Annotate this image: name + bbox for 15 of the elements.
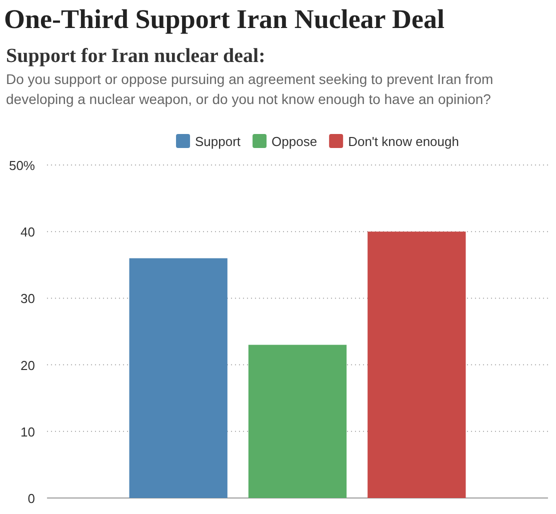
bar [129,258,228,498]
chart-subtitle: Support for Iran nuclear deal: [6,45,266,67]
text: Do you support or oppose pursuing an agreement seeking to prevent Iran from developing a nuclear weapon, or do you not know enough to have an opinion? [6,71,494,107]
y-tick-label: 50% [8,158,36,173]
legend-label: Don't know enough [348,134,459,149]
y-tick-label: 40 [20,224,35,240]
bar [368,232,466,498]
y-tick-label: 10 [20,424,35,440]
bar [248,344,347,498]
y-tick-label: 30 [20,291,35,306]
y-tick-label: 20 [20,358,35,373]
legend-label: Oppose [272,134,318,149]
legend-label: Support [195,134,241,149]
chart-title: One-Third Support Iran Nuclear Deal [4,4,446,34]
y-tick-label: 0 [28,491,35,506]
